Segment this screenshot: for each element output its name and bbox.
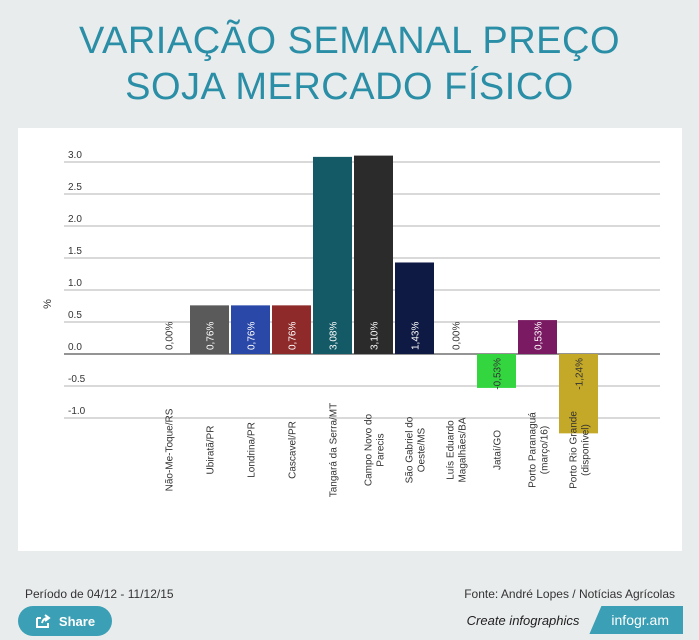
data-label: -0,53%: [493, 358, 504, 390]
category-label: Jataí/GO: [493, 430, 504, 470]
category-label: Tangará da Serra/MT: [329, 403, 340, 498]
data-label: 0,00%: [165, 322, 176, 350]
data-label: 0,76%: [288, 322, 299, 350]
data-label: -1,24%: [575, 358, 586, 390]
category-label: Porto Rio Grande: [569, 411, 580, 489]
infogram-logo[interactable]: infogr.am: [589, 606, 683, 634]
share-label: Share: [58, 613, 96, 629]
y-tick-label: 1.0: [68, 278, 82, 289]
source-text: Fonte: André Lopes / Notícias Agrícolas: [464, 587, 675, 601]
y-tick-label: 0.5: [68, 310, 82, 321]
bar: [231, 305, 270, 354]
category-label: Ubiratã/PR: [206, 426, 217, 475]
bar: [477, 354, 516, 388]
data-label: 0,53%: [534, 322, 545, 350]
category-label: (disponível): [581, 424, 592, 476]
data-label: 0,00%: [452, 322, 463, 350]
category-label: Oeste/MS: [417, 427, 428, 472]
create-infographics-link[interactable]: Create infographics: [466, 612, 580, 628]
category-label: (março/16): [540, 426, 551, 474]
data-label: 1,43%: [411, 322, 422, 350]
category-label: Cascavel/PR: [288, 421, 299, 479]
y-tick-label: 0.0: [68, 342, 82, 353]
title-line-2: SOJA MERCADO FÍSICO: [125, 66, 574, 108]
bar: [518, 320, 557, 354]
chart-title: VARIAÇÃO SEMANAL PREÇO SOJA MERCADO FÍSI…: [0, 18, 699, 110]
y-tick-label: 2.5: [68, 182, 82, 193]
y-tick-label: -1.0: [68, 406, 86, 417]
bar-chart: 3.0 2.5 2.0 1.5 1.0 0.5 0.0 -0.5 -1.0% 0,00% Não-M…: [42, 150, 660, 498]
y-tick-label: 1.5: [68, 246, 82, 257]
chart-card: 3.0 2.5 2.0 1.5 1.0 0.5 0.0 -0.5 -1.0% 0,00% Não-M…: [18, 128, 682, 551]
y-tick-label: -0.5: [68, 374, 86, 385]
category-label: Campo Novo do: [364, 413, 375, 486]
y-tick-label: 3.0: [68, 150, 82, 161]
share-button[interactable]: Share: [18, 606, 112, 636]
bar: [354, 155, 393, 354]
data-label: 0,76%: [206, 322, 217, 350]
share-icon: [35, 614, 51, 628]
y-axis-label: %: [42, 299, 54, 309]
category-label: Luís Eduardo: [446, 420, 457, 480]
bar: [395, 262, 434, 354]
infogram-brand[interactable]: Create infographics infogr.am: [467, 606, 683, 634]
data-label: 0,76%: [247, 322, 258, 350]
data-label: 3,10%: [370, 322, 381, 350]
y-tick-label: 2.0: [68, 214, 82, 225]
category-label: Londrina/PR: [247, 422, 258, 478]
bar: [313, 156, 352, 354]
title-line-1: VARIAÇÃO SEMANAL PREÇO: [78, 20, 620, 62]
category-label: Parecis: [376, 433, 387, 466]
period-text: Período de 04/12 - 11/12/15: [25, 587, 174, 601]
bar: [272, 305, 311, 354]
bar: [559, 354, 598, 434]
category-label: Não-Me-Toque/RS: [165, 408, 176, 491]
data-label: 3,08%: [329, 322, 340, 350]
category-label: São Gabriel do: [405, 416, 416, 483]
category-label: Magalhães/BA: [458, 417, 469, 482]
bar: [190, 305, 229, 354]
category-label: Porto Paranaguá: [528, 412, 539, 488]
